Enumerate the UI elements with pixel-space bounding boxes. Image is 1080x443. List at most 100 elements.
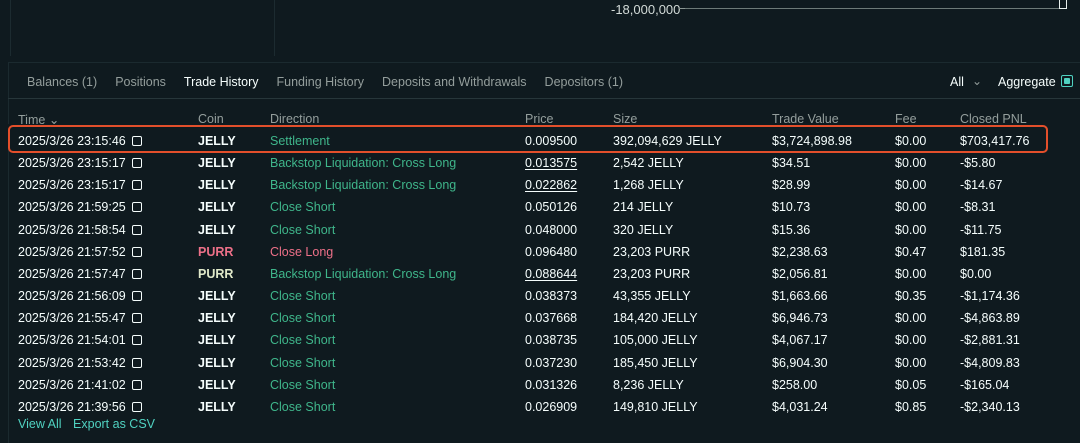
- trade-value: $3,724,898.98: [772, 134, 852, 148]
- trade-direction: Close Short: [270, 333, 336, 348]
- table-row: 2025/3/26 23:15:46 JELLY Settlement 0.00950…: [8, 130, 1080, 152]
- trade-price: 0.050126: [525, 200, 578, 215]
- external-link-icon[interactable]: [131, 224, 142, 235]
- table-row: 2025/3/26 21:59:25 JELLY Close Short 0.0501…: [8, 196, 1080, 218]
- trade-price: 0.038735: [525, 333, 578, 348]
- tab-deposits-withdrawals[interactable]: Deposits and Withdrawals: [382, 75, 527, 89]
- external-link-icon[interactable]: [131, 357, 142, 368]
- trade-coin[interactable]: JELLY: [198, 200, 236, 215]
- trade-time[interactable]: 2025/3/26 21:56:09: [18, 289, 142, 303]
- trade-time[interactable]: 2025/3/26 21:57:47: [18, 267, 142, 281]
- tab-trade-history[interactable]: Trade History: [174, 64, 268, 99]
- external-link-icon[interactable]: [131, 379, 142, 390]
- tab-depositors[interactable]: Depositors (1): [544, 75, 624, 89]
- trade-size: 392,094,629 JELLY: [613, 134, 722, 148]
- trade-coin[interactable]: PURR: [198, 266, 234, 281]
- trade-coin[interactable]: JELLY: [198, 289, 236, 304]
- trade-time[interactable]: 2025/3/26 21:53:42: [18, 356, 142, 370]
- trade-direction: Close Short: [270, 222, 336, 237]
- trade-time[interactable]: 2025/3/26 23:15:17: [18, 156, 142, 170]
- trade-size: 149,810 JELLY: [613, 399, 698, 414]
- trade-coin[interactable]: JELLY: [198, 178, 236, 193]
- filter-all-select[interactable]: All: [950, 75, 964, 89]
- column-header-price: Price: [525, 112, 554, 126]
- trade-direction: Close Short: [270, 377, 336, 392]
- trade-coin[interactable]: JELLY: [198, 355, 236, 370]
- trade-time[interactable]: 2025/3/26 21:57:52: [18, 245, 142, 259]
- external-link-icon[interactable]: [131, 202, 142, 213]
- trade-value: $2,238.63: [772, 244, 828, 259]
- trade-closed-pnl: -$5.80: [960, 156, 996, 171]
- trade-time[interactable]: 2025/3/26 21:54:01: [18, 333, 142, 347]
- trade-time[interactable]: 2025/3/26 21:39:56: [18, 400, 142, 414]
- trade-fee: $0.00: [895, 178, 927, 193]
- table-row: 2025/3/26 21:58:54 JELLY Close Short 0.0480…: [8, 219, 1080, 241]
- external-link-icon[interactable]: [131, 246, 142, 257]
- trade-fee: $0.85: [895, 399, 927, 414]
- trade-fee: $0.00: [895, 134, 927, 148]
- trade-time[interactable]: 2025/3/26 21:41:02: [18, 378, 142, 392]
- trade-fee: $0.47: [895, 244, 927, 259]
- external-link-icon[interactable]: [131, 335, 142, 346]
- column-header-direction: Direction: [270, 112, 320, 126]
- trade-closed-pnl: $703,417.76: [960, 134, 1030, 148]
- trade-time[interactable]: 2025/3/26 23:15:17: [18, 178, 142, 192]
- external-link-icon[interactable]: [131, 158, 142, 169]
- trade-coin[interactable]: JELLY: [198, 134, 236, 148]
- trade-price: 0.009500: [525, 134, 578, 148]
- trade-coin[interactable]: JELLY: [198, 377, 236, 392]
- table-row: 2025/3/26 21:57:47 PURR Backstop Liquidati…: [8, 263, 1080, 285]
- external-link-icon[interactable]: [131, 268, 142, 279]
- trade-time[interactable]: 2025/3/26 21:58:54: [18, 223, 142, 237]
- tab-funding-history[interactable]: Funding History: [276, 75, 365, 89]
- checkbox-fill: [1064, 78, 1070, 84]
- trade-time[interactable]: 2025/3/26 21:55:47: [18, 311, 142, 325]
- chevron-down-icon[interactable]: ⌄: [972, 74, 983, 88]
- trade-fee: $0.00: [895, 355, 927, 370]
- column-header-coin: Coin: [198, 112, 224, 126]
- aggregate-checkbox[interactable]: [1061, 75, 1073, 87]
- trade-coin[interactable]: JELLY: [198, 311, 236, 326]
- trade-coin[interactable]: JELLY: [198, 222, 236, 237]
- chart-bar-marker: [1059, 0, 1067, 9]
- trade-coin[interactable]: JELLY: [198, 399, 236, 414]
- trade-size: 105,000 JELLY: [613, 333, 698, 348]
- trade-direction: Settlement: [270, 134, 330, 148]
- trade-closed-pnl: -$2,881.31: [960, 333, 1020, 348]
- tab-balances[interactable]: Balances (1): [27, 75, 98, 89]
- trade-value: $15.36: [772, 222, 811, 237]
- tab-bar: Balances (1) Positions Trade History Fun…: [18, 64, 632, 99]
- trade-direction: Close Short: [270, 399, 336, 414]
- chart-area: -18,000,000: [0, 0, 1080, 56]
- trade-time[interactable]: 2025/3/26 21:59:25: [18, 200, 142, 214]
- trade-price: 0.088644: [525, 266, 578, 281]
- trade-price: 0.038373: [525, 289, 578, 304]
- trade-value: $6,904.30: [772, 355, 828, 370]
- trade-value: $2,056.81: [772, 266, 828, 281]
- external-link-icon[interactable]: [131, 401, 142, 412]
- trade-direction: Backstop Liquidation: Cross Long: [270, 266, 457, 281]
- table-row: 2025/3/26 21:57:52 PURR Close Long 0.096480…: [8, 241, 1080, 263]
- trade-value: $1,663.66: [772, 289, 828, 304]
- trade-closed-pnl: $0.00: [960, 266, 992, 281]
- trade-size: 185,450 JELLY: [613, 355, 698, 370]
- trade-coin[interactable]: JELLY: [198, 156, 236, 171]
- external-link-icon[interactable]: [131, 291, 142, 302]
- trade-time[interactable]: 2025/3/26 23:15:46: [18, 134, 142, 148]
- trade-price: 0.031326: [525, 377, 578, 392]
- trade-coin[interactable]: PURR: [198, 244, 234, 259]
- table-footer: View All Export as CSV: [18, 417, 163, 431]
- trade-price: 0.096480: [525, 244, 578, 259]
- trade-coin[interactable]: JELLY: [198, 333, 236, 348]
- column-header-time[interactable]: Time ⌄: [18, 113, 60, 127]
- tab-positions[interactable]: Positions: [115, 75, 166, 89]
- export-csv-link[interactable]: Export as CSV: [73, 417, 156, 431]
- external-link-icon[interactable]: [131, 136, 142, 146]
- chart-axis-line: [685, 8, 1063, 9]
- trade-fee: $0.05: [895, 377, 927, 392]
- chart-gridline: [274, 0, 275, 56]
- external-link-icon[interactable]: [131, 313, 142, 324]
- external-link-icon[interactable]: [131, 180, 142, 191]
- view-all-link[interactable]: View All: [18, 417, 62, 431]
- table-row: 2025/3/26 23:15:17 JELLY Backstop Liquidat…: [8, 152, 1080, 174]
